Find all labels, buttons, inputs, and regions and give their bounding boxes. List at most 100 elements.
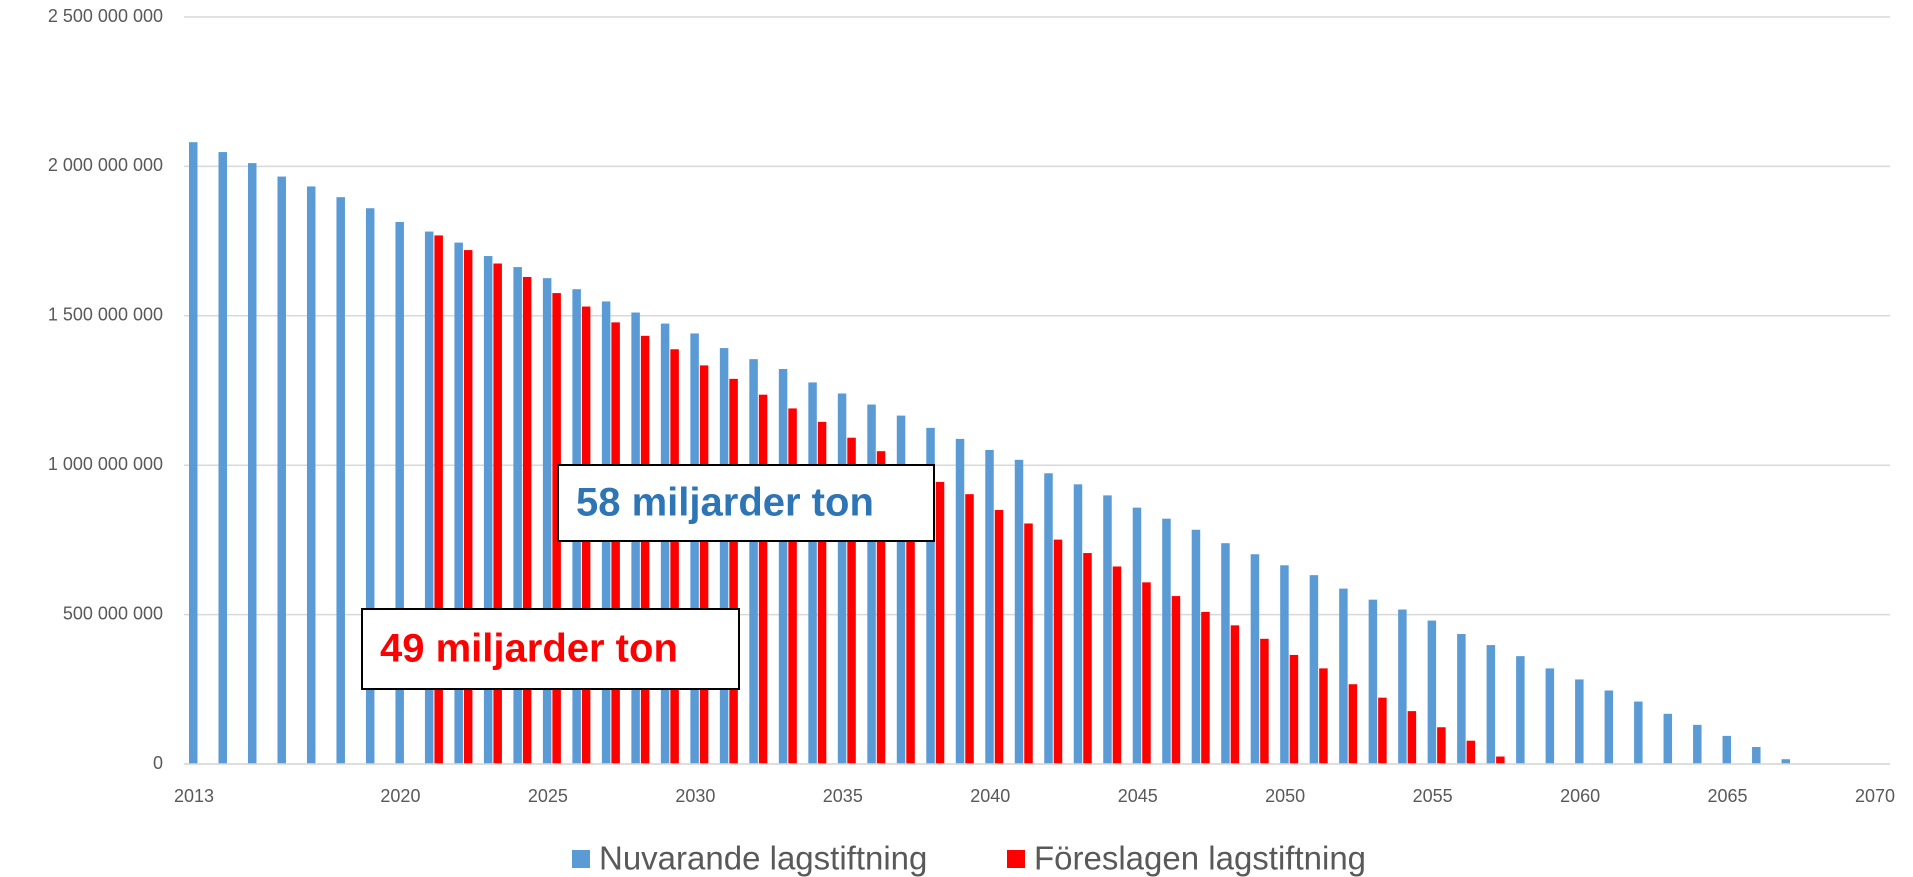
bar <box>1575 679 1584 764</box>
legend-swatch <box>1007 850 1025 868</box>
bar <box>1260 638 1269 764</box>
legend-label: Föreslagen lagstiftning <box>1034 840 1366 877</box>
bar <box>955 438 965 764</box>
bar <box>876 451 886 764</box>
x-tick-label: 2030 <box>675 786 715 806</box>
bar <box>1024 523 1033 764</box>
bar <box>1280 565 1289 764</box>
bar <box>808 382 817 764</box>
bar <box>867 404 876 764</box>
bar <box>1309 575 1319 764</box>
annotation-box <box>361 608 740 690</box>
bar <box>690 333 699 764</box>
bar <box>1201 611 1210 764</box>
bar <box>424 231 434 765</box>
bar <box>1132 507 1142 764</box>
x-tick-label: 2025 <box>528 786 568 806</box>
bar <box>719 348 729 764</box>
bar <box>1781 759 1791 764</box>
bar <box>454 242 463 764</box>
bar <box>1752 746 1761 764</box>
bar <box>660 323 670 764</box>
bar <box>935 481 945 764</box>
legend-swatch <box>572 850 590 868</box>
bar <box>817 421 827 764</box>
bar <box>778 368 788 764</box>
x-tick-label: 2020 <box>380 786 420 806</box>
x-tick-label: 2050 <box>1265 786 1305 806</box>
bar <box>1191 529 1201 764</box>
bar <box>1457 634 1466 764</box>
bar <box>1230 625 1240 764</box>
bar <box>483 256 493 764</box>
bar <box>1171 596 1181 764</box>
bar <box>699 365 709 764</box>
bar <box>1368 599 1378 764</box>
bar <box>1044 473 1053 764</box>
bar <box>640 335 650 764</box>
bar <box>1162 518 1171 764</box>
y-tick-label: 2 000 000 000 <box>48 155 163 175</box>
bar <box>1634 701 1643 764</box>
bar <box>729 378 738 764</box>
bar <box>1221 543 1230 764</box>
bar <box>1407 711 1417 764</box>
bar <box>463 250 473 765</box>
bar <box>1722 735 1732 764</box>
bar <box>1112 566 1122 764</box>
bar <box>189 142 198 764</box>
bar <box>758 394 768 764</box>
bar <box>1348 684 1358 764</box>
annotation: 58 miljarder ton <box>576 481 874 525</box>
bar <box>1053 539 1063 764</box>
y-tick-label: 1 000 000 000 <box>48 454 163 474</box>
bar <box>1693 724 1702 764</box>
x-tick-label: 2055 <box>1413 786 1453 806</box>
bar <box>1339 588 1348 764</box>
bar <box>847 437 856 764</box>
bar <box>788 408 797 764</box>
bar <box>1398 609 1407 764</box>
bar <box>1516 656 1525 764</box>
bar <box>552 293 561 764</box>
bar <box>365 208 375 764</box>
bar <box>1319 668 1328 764</box>
annotation-box <box>557 464 935 542</box>
bar <box>837 393 847 764</box>
bar <box>1486 645 1496 764</box>
bar <box>1103 495 1112 764</box>
bar <box>1014 459 1024 764</box>
bar <box>749 359 758 764</box>
bar <box>336 197 345 765</box>
bar <box>906 466 915 764</box>
bar <box>994 510 1004 764</box>
bar <box>513 267 522 764</box>
y-tick-label: 500 000 000 <box>63 603 163 623</box>
bar <box>1378 697 1387 764</box>
bar <box>218 152 227 764</box>
x-tick-label: 2035 <box>823 786 863 806</box>
x-tick-label: 2060 <box>1560 786 1600 806</box>
bar <box>1250 554 1260 764</box>
bar <box>1496 756 1505 764</box>
bar <box>542 278 552 764</box>
annotation: 49 miljarder ton <box>380 627 678 671</box>
bar <box>306 186 316 764</box>
bar <box>896 415 906 764</box>
bar <box>247 163 257 764</box>
y-tick-label: 2 500 000 000 <box>48 6 163 26</box>
bar <box>1142 582 1151 764</box>
bar <box>1289 654 1299 764</box>
bar <box>1466 740 1476 764</box>
bar <box>985 449 994 764</box>
x-tick-label: 2065 <box>1708 786 1748 806</box>
bar <box>434 235 443 765</box>
bar <box>1545 668 1555 764</box>
bar <box>1427 620 1437 764</box>
legend-label: Nuvarande lagstiftning <box>599 840 927 877</box>
y-tick-label: 0 <box>153 753 163 773</box>
bar <box>277 176 286 764</box>
bar <box>493 263 502 764</box>
bar <box>611 322 620 764</box>
